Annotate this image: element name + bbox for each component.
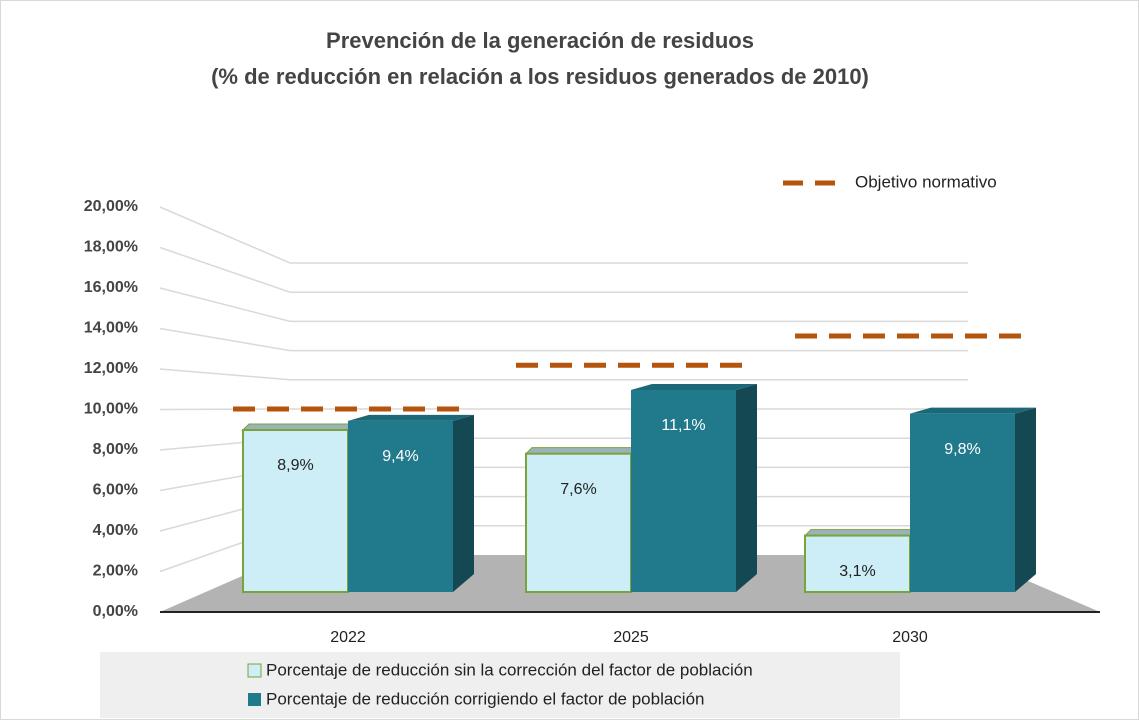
data-label: 3,1% — [839, 563, 875, 580]
y-tick-label: 20,00% — [84, 198, 138, 215]
x-tick-label: 2022 — [330, 629, 366, 646]
bar-side — [1015, 407, 1036, 592]
y-tick-label: 16,00% — [84, 279, 138, 296]
legend-label: Porcentaje de reducción corrigiendo el f… — [266, 689, 705, 708]
y-tick-label: 2,00% — [93, 563, 138, 580]
y-tick-label: 6,00% — [93, 482, 138, 499]
grid-line — [159, 368, 968, 381]
bar — [348, 420, 453, 592]
chart-subtitle: (% de reducción en relación a los residu… — [211, 64, 869, 89]
grid-line — [159, 246, 968, 293]
grid-line — [159, 327, 968, 352]
y-tick-label: 10,00% — [84, 401, 138, 418]
y-tick-label: 14,00% — [84, 320, 138, 337]
legend-label: Objetivo normativo — [855, 172, 997, 191]
bar — [910, 413, 1015, 592]
legend-label: Porcentaje de reducción sin la correcció… — [266, 660, 753, 679]
y-tick-label: 0,00% — [93, 603, 138, 620]
bar — [804, 534, 911, 594]
y-tick-label: 8,00% — [93, 441, 138, 458]
legend-box — [100, 652, 900, 718]
data-label: 9,8% — [944, 441, 980, 458]
bar — [525, 452, 632, 593]
x-tick-label: 2025 — [613, 629, 649, 646]
legend-swatch — [248, 693, 261, 706]
y-tick-label: 18,00% — [84, 239, 138, 256]
x-tick-label: 2030 — [892, 629, 928, 646]
bar — [242, 429, 349, 593]
grid-line — [159, 206, 968, 264]
y-tick-label: 4,00% — [93, 522, 138, 539]
bar-top — [348, 414, 474, 421]
data-label: 7,6% — [560, 481, 596, 498]
bar-side — [453, 414, 474, 592]
data-label: 8,9% — [277, 457, 313, 474]
bar-side — [736, 383, 757, 592]
legend-swatch — [247, 663, 262, 678]
bar — [631, 389, 736, 592]
bar-top — [631, 383, 757, 390]
chart-title: Prevención de la generación de residuos — [326, 28, 754, 53]
bar-top — [910, 407, 1036, 414]
grid-line — [159, 287, 968, 323]
data-label: 11,1% — [661, 417, 705, 434]
data-label: 9,4% — [382, 448, 418, 465]
y-tick-label: 12,00% — [84, 360, 138, 377]
